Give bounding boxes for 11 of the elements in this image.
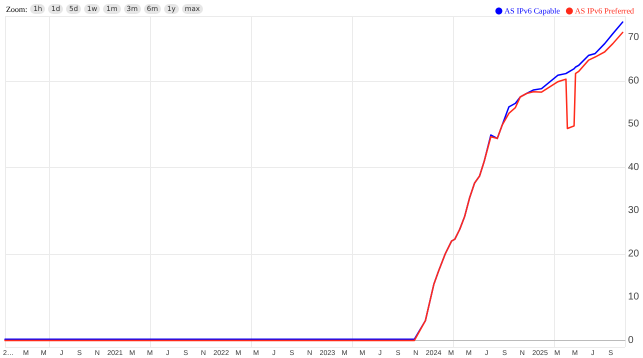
y-tick-label: 30 bbox=[628, 205, 640, 216]
y-tick-label: 60 bbox=[628, 75, 640, 86]
legend-label: AS IPv6 Capable bbox=[504, 6, 560, 16]
legend-label: AS IPv6 Preferred bbox=[574, 6, 634, 16]
y-tick-label: 70 bbox=[628, 32, 640, 44]
text: Zoom: bbox=[6, 4, 28, 14]
y-tick-label: 20 bbox=[628, 248, 640, 260]
y-tick-label: 0 bbox=[628, 335, 634, 346]
y-tick-label: 10 bbox=[628, 292, 640, 303]
y-tick-label: 40 bbox=[628, 162, 640, 173]
y-tick-label: 50 bbox=[628, 118, 640, 130]
